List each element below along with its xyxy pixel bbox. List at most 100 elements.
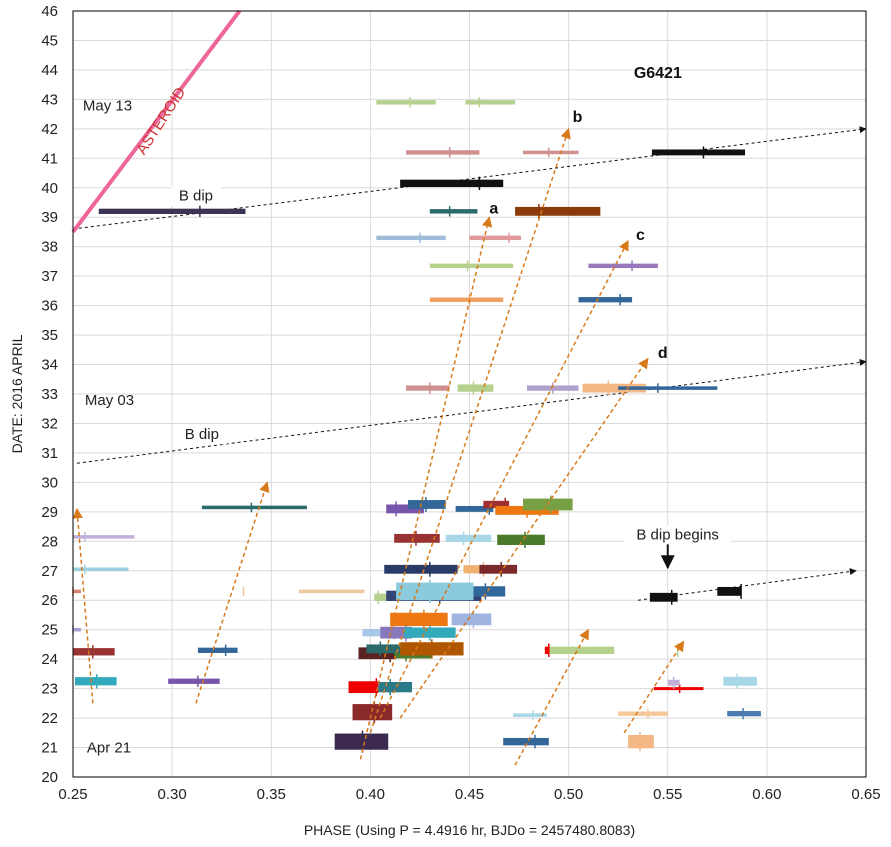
- y-tick-label: 40: [41, 180, 58, 197]
- data-bar: [429, 209, 478, 214]
- annotation-label: B dip begins: [636, 526, 719, 543]
- data-bar: [451, 613, 492, 626]
- data-bar: [374, 593, 393, 601]
- data-bar: [396, 582, 474, 601]
- data-bar: [98, 208, 246, 214]
- x-tick-label: 0.25: [58, 786, 87, 803]
- track-label: d: [658, 345, 668, 362]
- data-bar: [503, 737, 549, 746]
- plot-frame: [72, 10, 867, 778]
- data-bar: [457, 384, 494, 392]
- y-tick-label: 35: [41, 327, 58, 344]
- x-tick-label: 0.35: [257, 786, 286, 803]
- asteroid-track: [71, 9, 242, 234]
- data-bar: [429, 297, 504, 302]
- data-bar: [445, 534, 492, 543]
- annotation-bg: [170, 186, 221, 206]
- drift-arrow: [379, 239, 629, 719]
- y-tick-label: 24: [41, 651, 58, 668]
- y-tick-label: 46: [41, 3, 58, 20]
- y-tick-label: 23: [41, 681, 58, 698]
- y-tick-label: 32: [41, 415, 58, 432]
- data-bar: [334, 733, 389, 750]
- date-label: Apr 21: [87, 740, 131, 757]
- y-tick-label: 38: [41, 239, 58, 256]
- data-bar: [618, 386, 718, 390]
- data-bar: [73, 648, 115, 656]
- data-bar: [366, 644, 401, 654]
- data-bar: [384, 564, 458, 574]
- x-tick-label: 0.55: [653, 786, 682, 803]
- annotation-bg: [176, 425, 227, 445]
- x-tick-label: 0.50: [554, 786, 583, 803]
- data-bar: [483, 500, 510, 509]
- data-bar: [717, 586, 742, 596]
- chart-title: G6421: [634, 65, 682, 82]
- y-axis-title: DATE: 2016 APRIL: [9, 334, 25, 453]
- y-tick-label: 39: [41, 209, 58, 226]
- x-tick-label: 0.60: [752, 786, 781, 803]
- data-bar: [544, 646, 549, 654]
- data-bar: [513, 713, 547, 717]
- track-label: b: [573, 109, 583, 126]
- data-bar: [497, 534, 545, 545]
- y-tick-label: 26: [41, 592, 58, 609]
- data-bar: [406, 385, 450, 391]
- annotation-label: B dip: [185, 426, 219, 443]
- y-axis-ticks: 20 21 22 23 24 25 26 27 28 29 30 31 32 33 34 35 36 37 38 39…: [41, 3, 58, 786]
- x-tick-label: 0.40: [356, 786, 385, 803]
- data-bar: [515, 206, 601, 216]
- data-bar: [168, 678, 220, 684]
- y-tick-label: 45: [41, 32, 58, 49]
- drift-arrow: [195, 481, 270, 704]
- data-bar: [653, 687, 704, 691]
- y-tick-label: 34: [41, 357, 58, 374]
- data-bar: [73, 589, 81, 594]
- track-label: c: [636, 227, 645, 244]
- track-label: a: [489, 200, 498, 217]
- data-bar: [406, 150, 480, 155]
- y-tick-label: 44: [41, 62, 58, 79]
- annotation-bg: [624, 525, 731, 545]
- y-tick-label: 20: [41, 769, 58, 786]
- y-tick-label: 21: [41, 740, 58, 757]
- data-bar: [649, 592, 678, 602]
- x-tick-label: 0.65: [851, 786, 880, 803]
- b-dip-line: [76, 358, 867, 464]
- data-bar: [376, 100, 436, 105]
- drift-arrow: [399, 357, 649, 719]
- data-bar: [201, 505, 307, 510]
- y-tick-label: 29: [41, 504, 58, 521]
- data-bar: [479, 564, 518, 574]
- annotation-label: B dip: [179, 188, 213, 205]
- asteroid-line: [71, 9, 242, 234]
- data-bar: [429, 263, 514, 269]
- x-axis-title: PHASE (Using P = 4.4916 hr, BJDo = 24574…: [304, 822, 635, 838]
- data-bar: [73, 535, 135, 539]
- data-bar: [378, 681, 413, 693]
- data-bar: [578, 297, 633, 303]
- y-tick-label: 33: [41, 386, 58, 403]
- data-bar: [618, 711, 668, 716]
- data-bar: [455, 505, 494, 512]
- x-tick-label: 0.45: [455, 786, 484, 803]
- y-tick-label: 41: [41, 150, 58, 167]
- data-bar: [386, 504, 424, 514]
- data-bar: [73, 567, 129, 572]
- data-bar: [73, 627, 81, 632]
- date-label: May 13: [83, 97, 132, 114]
- data-bar: [523, 150, 579, 155]
- data-bar: [394, 533, 440, 543]
- y-tick-label: 36: [41, 298, 58, 315]
- data-bar: [651, 149, 746, 156]
- date-label: May 03: [85, 392, 134, 409]
- data-bar: [463, 565, 488, 574]
- data-bar: [588, 263, 658, 269]
- drift-arrow: [359, 216, 493, 760]
- drift-arrow: [369, 127, 571, 734]
- y-tick-label: 27: [41, 563, 58, 580]
- drift-arrows: [72, 127, 685, 766]
- data-bar: [380, 626, 413, 639]
- data-bar: [376, 235, 446, 241]
- data-bar: [400, 179, 504, 188]
